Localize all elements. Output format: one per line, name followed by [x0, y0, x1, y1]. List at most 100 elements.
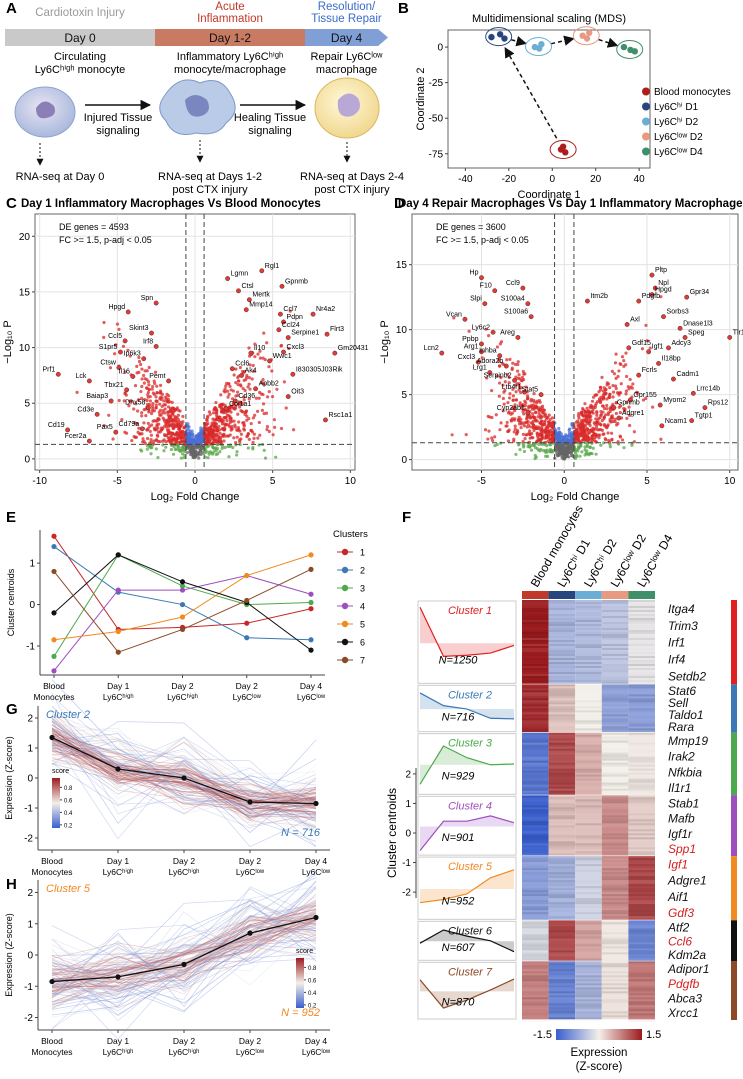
y-tick-label: 0 — [24, 454, 30, 465]
member-line — [51, 925, 317, 994]
member-line — [51, 920, 317, 983]
heatmap-texture — [628, 977, 655, 979]
heatmap-texture — [522, 622, 549, 624]
heatmap-texture — [628, 648, 655, 650]
gene-label: Baiap3 — [86, 393, 108, 400]
background-point — [265, 424, 270, 429]
background-point — [538, 432, 542, 437]
heatmap-texture — [575, 750, 602, 753]
heatmap-texture — [522, 985, 549, 987]
background-point — [583, 409, 587, 414]
heatmap-texture — [575, 985, 602, 988]
gene-label: Gpr34 — [690, 289, 710, 296]
heatmap-texture — [575, 710, 602, 713]
gene-label: Fcrls — [642, 367, 658, 374]
background-point — [176, 413, 180, 417]
background-point — [245, 373, 249, 378]
member-line — [51, 750, 317, 802]
background-point — [224, 384, 228, 388]
heatmap-texture — [628, 831, 655, 834]
background-point — [594, 417, 598, 421]
cluster-bar — [731, 600, 737, 685]
background-point — [608, 442, 612, 446]
gene-label: Axl — [630, 316, 640, 323]
background-point — [186, 422, 190, 426]
gene-label: Il1r1 — [668, 781, 691, 795]
plot-frame — [447, 29, 651, 169]
background-point — [195, 439, 199, 443]
heatmap-texture — [601, 1003, 629, 1006]
heatmap-texture — [522, 956, 549, 959]
background-point — [566, 445, 570, 449]
heatmap-texture — [522, 764, 549, 767]
heatmap-texture — [601, 882, 629, 885]
heatmap-texture — [575, 618, 602, 620]
heatmap-texture — [602, 688, 629, 690]
heatmap-texture — [601, 997, 629, 1000]
x-tick-label: Ly6Cʰⁱᵍʰ — [103, 1047, 134, 1057]
heatmap-texture — [522, 914, 549, 917]
annotation: DE genes = 4593 — [59, 222, 129, 232]
heatmap-texture — [522, 742, 549, 745]
background-point — [547, 442, 551, 447]
heatmap-texture — [522, 940, 549, 942]
background-point — [522, 449, 527, 454]
background-point — [525, 420, 529, 424]
heatmap-texture — [522, 660, 549, 662]
background-point — [135, 364, 139, 368]
heatmap-texture — [575, 1015, 602, 1017]
heatmap-texture — [601, 784, 629, 787]
heatmap-texture — [522, 608, 549, 610]
member-line — [51, 892, 317, 995]
heatmap-texture — [575, 704, 602, 706]
heatmap-texture — [628, 674, 655, 676]
heatmap-texture — [549, 628, 576, 630]
phase-bar — [155, 29, 305, 46]
background-point — [151, 384, 155, 389]
background-point — [512, 437, 516, 441]
heatmap-texture — [522, 644, 549, 646]
background-point — [156, 455, 160, 460]
heatmap-texture — [522, 780, 549, 783]
heatmap-texture — [628, 918, 655, 921]
cell-label: Circulating — [54, 51, 106, 63]
background-point — [524, 401, 528, 405]
heatmap-cell — [548, 600, 576, 685]
background-point — [223, 427, 227, 431]
heatmap-texture — [575, 876, 602, 879]
background-point — [514, 398, 519, 402]
heatmap-texture — [522, 813, 549, 815]
background-point — [245, 418, 249, 422]
background-point — [596, 428, 600, 432]
member-line — [51, 870, 317, 1004]
heatmap-texture — [522, 610, 549, 612]
sparkline — [419, 978, 515, 1009]
background-point — [155, 423, 159, 427]
heatmap-texture — [548, 876, 576, 879]
background-point — [140, 414, 144, 418]
rnaseq-label: RNA-seq at Day 0 — [16, 171, 105, 183]
heatmap-texture — [628, 851, 655, 854]
transition-arrow — [551, 35, 575, 46]
gene-label: Mmp19 — [668, 734, 708, 748]
group-ellipse — [549, 140, 577, 160]
heatmap-texture — [628, 912, 655, 915]
point — [585, 29, 593, 37]
member-line — [51, 733, 317, 805]
background-point — [537, 442, 541, 447]
point — [51, 637, 57, 643]
gene-label: Gm20431 — [338, 345, 369, 352]
background-point — [172, 422, 176, 427]
background-point — [234, 367, 238, 371]
heatmap-texture — [522, 912, 549, 915]
heatmap-texture — [548, 999, 576, 1002]
background-point — [250, 377, 254, 381]
y-tick-label: -25 — [429, 78, 444, 89]
point — [247, 799, 253, 805]
background-point — [151, 419, 155, 423]
heatmap-texture — [548, 809, 576, 812]
heatmap-texture — [602, 743, 629, 745]
heatmap-texture — [628, 656, 655, 658]
background-point — [149, 438, 153, 442]
heatmap-texture — [628, 999, 655, 1002]
